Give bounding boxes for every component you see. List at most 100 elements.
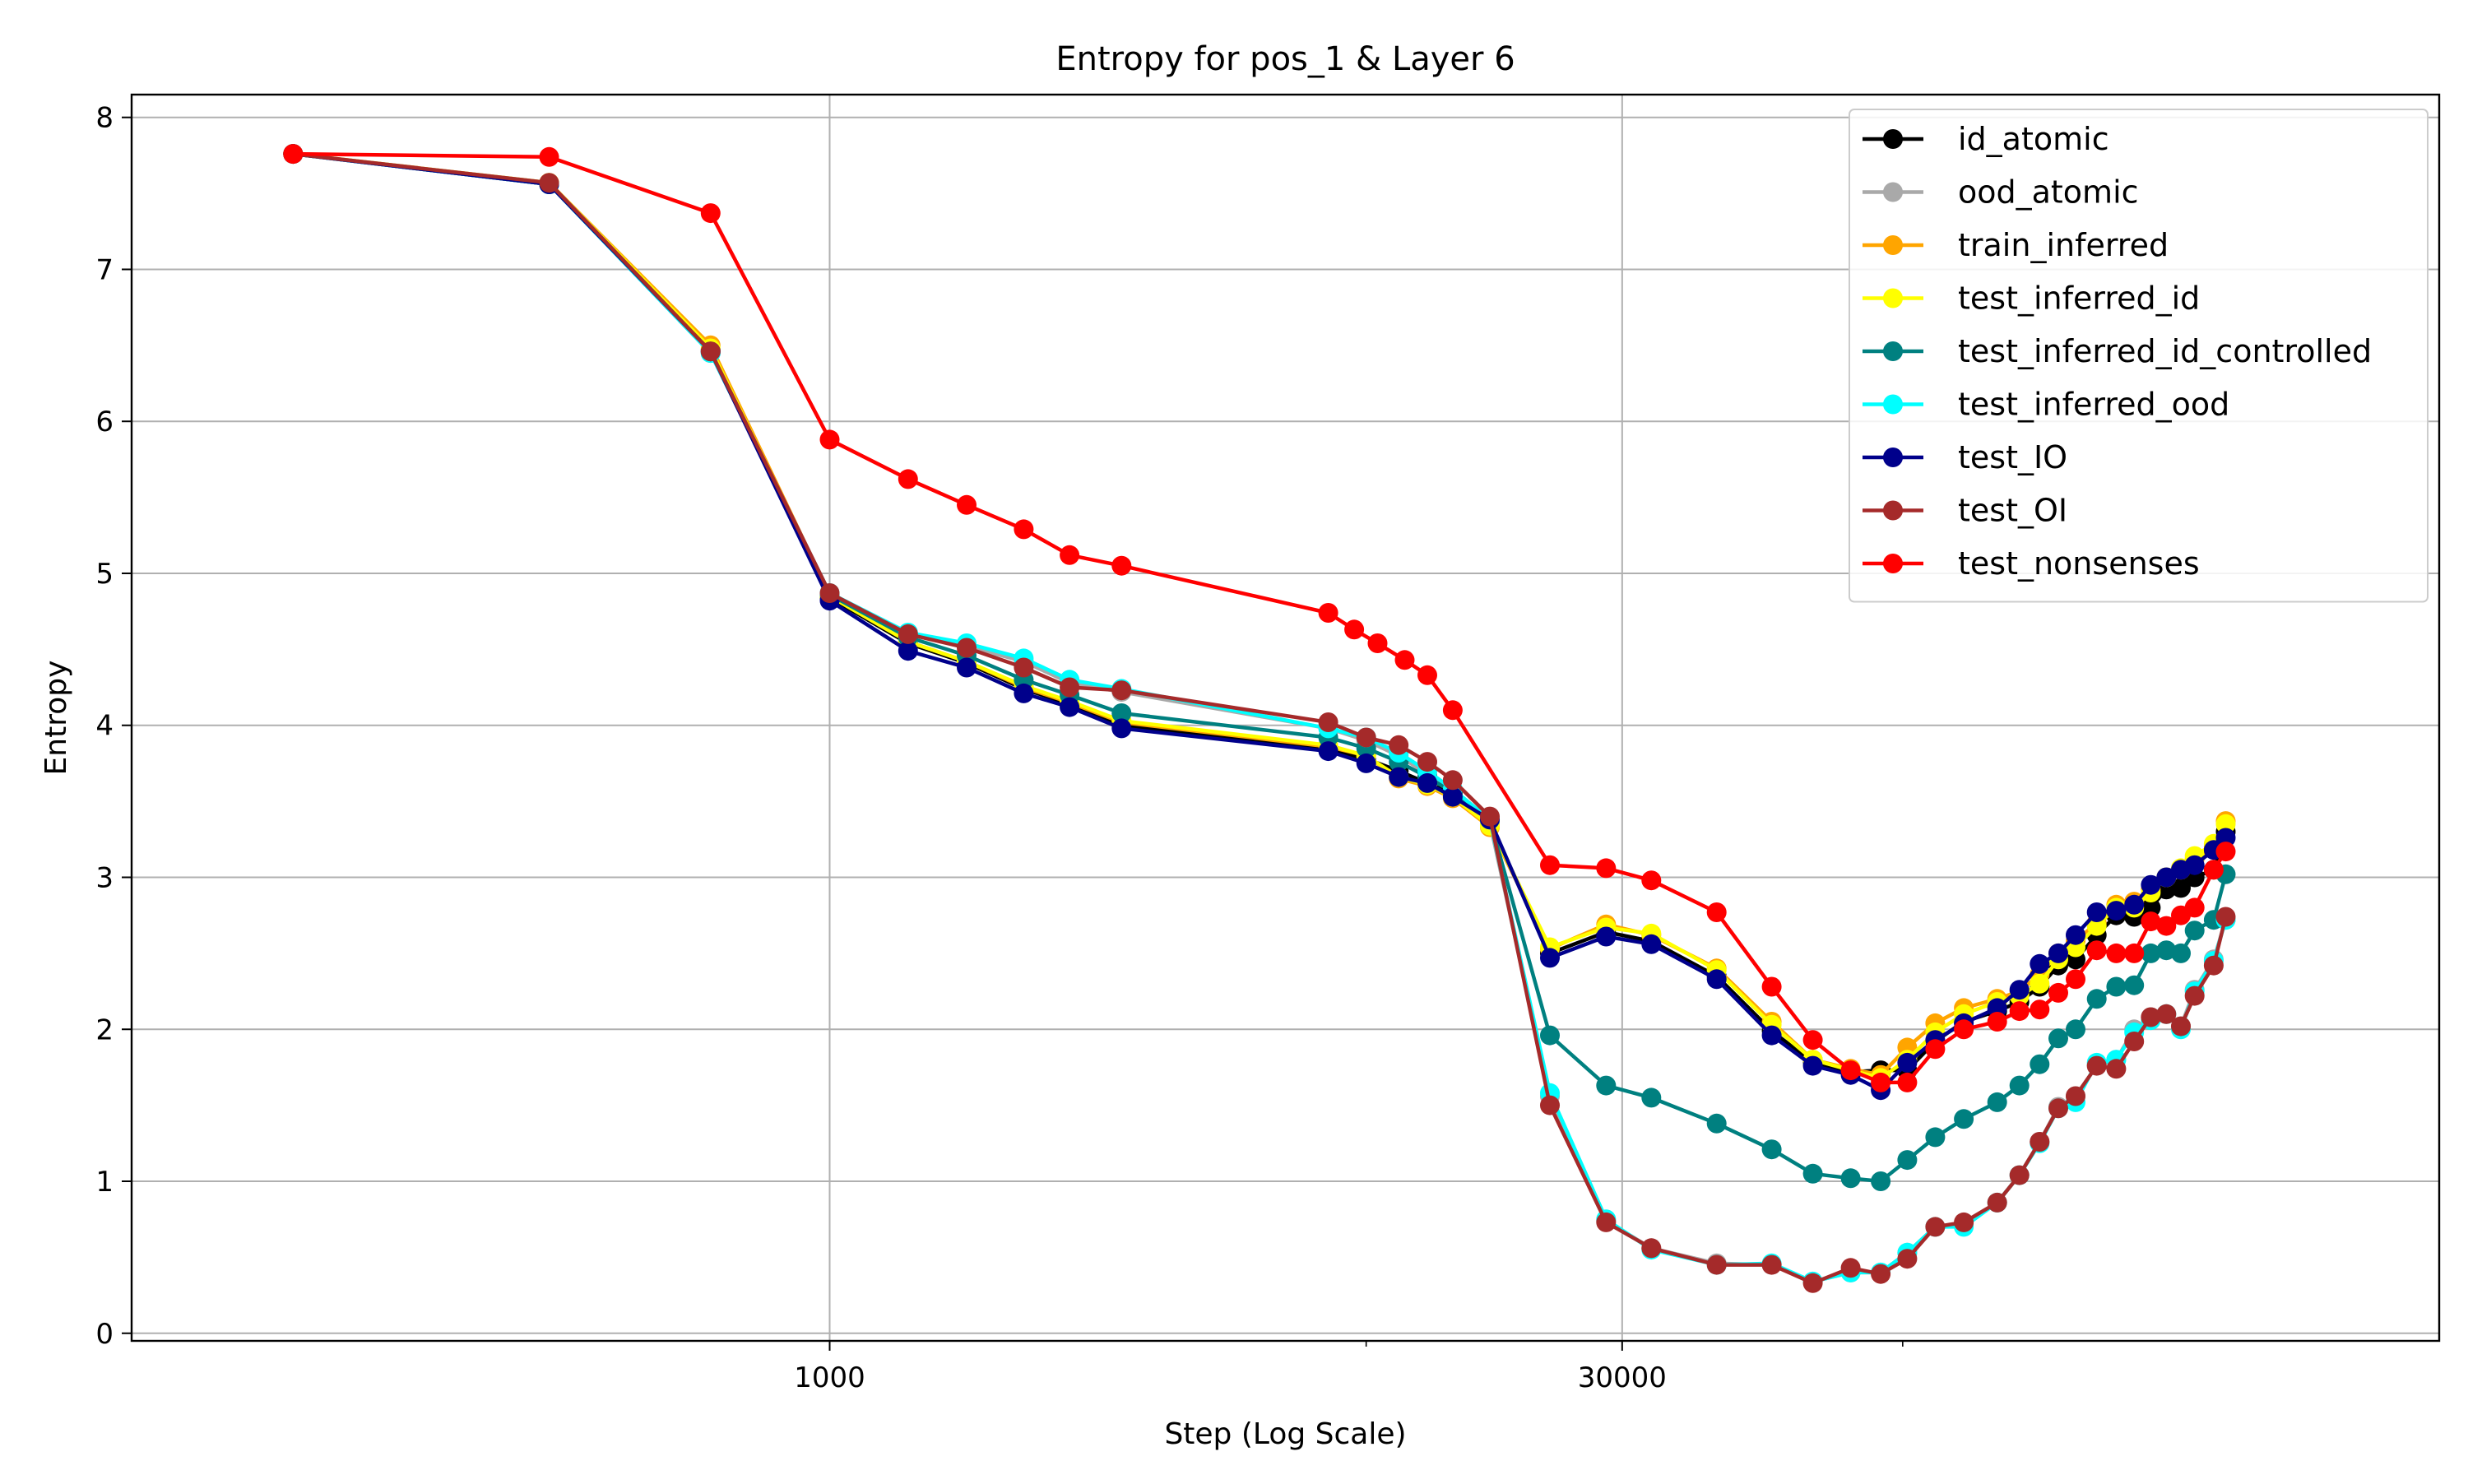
data-point bbox=[1802, 1055, 1823, 1076]
data-point bbox=[700, 203, 721, 224]
series-test_IO bbox=[283, 144, 2236, 1101]
data-point bbox=[1356, 753, 1376, 773]
tick-layer: 0 1 2 3 4 5 6 7 8 1000 30000 bbox=[95, 102, 1904, 1394]
data-point bbox=[1840, 1168, 1861, 1189]
data-point bbox=[1641, 1087, 1662, 1108]
data-point bbox=[1540, 948, 1560, 968]
data-point bbox=[1897, 1249, 1918, 1269]
data-point bbox=[1802, 1030, 1823, 1050]
data-point bbox=[1442, 700, 1463, 721]
legend-item: test_inferred_id bbox=[1863, 281, 2200, 317]
legend-item: id_atomic bbox=[1863, 121, 2109, 157]
x-axis-label: Step (Log Scale) bbox=[1164, 1417, 1406, 1451]
legend-item: test_inferred_ood bbox=[1863, 387, 2229, 423]
data-point bbox=[2215, 842, 2236, 862]
data-point bbox=[1014, 683, 1034, 703]
legend-item: test_IO bbox=[1863, 439, 2067, 475]
legend-swatch-marker bbox=[1883, 500, 1903, 521]
data-point bbox=[1871, 1264, 1891, 1284]
data-point bbox=[1014, 657, 1034, 678]
data-point bbox=[957, 657, 977, 678]
legend-item: ood_atomic bbox=[1863, 174, 2139, 211]
data-point bbox=[1540, 1095, 1560, 1115]
y-axis-label: Entropy bbox=[39, 661, 73, 776]
data-point bbox=[1318, 712, 1338, 732]
data-point bbox=[1442, 770, 1463, 791]
data-point bbox=[1706, 1113, 1727, 1134]
data-point bbox=[898, 469, 918, 489]
legend-item: test_nonsenses bbox=[1863, 545, 2200, 582]
data-point bbox=[2124, 1032, 2145, 1051]
data-point bbox=[2156, 1004, 2177, 1024]
data-point bbox=[1761, 1025, 1782, 1046]
legend-label: test_inferred_ood bbox=[1958, 387, 2229, 423]
legend: id_atomic ood_atomic train_inferred test_in… bbox=[1849, 109, 2429, 603]
data-point bbox=[2184, 855, 2205, 875]
data-point bbox=[2106, 901, 2127, 921]
data-point bbox=[2156, 916, 2177, 936]
data-point bbox=[2086, 1055, 2107, 1076]
data-point bbox=[1540, 1025, 1560, 1046]
data-point bbox=[1389, 767, 1409, 787]
data-point bbox=[1925, 1039, 1946, 1060]
data-point bbox=[1442, 786, 1463, 807]
legend-item: test_OI bbox=[1863, 493, 2067, 529]
data-point bbox=[1596, 858, 1617, 879]
data-point bbox=[1344, 619, 1365, 640]
data-point bbox=[1417, 752, 1437, 772]
data-point bbox=[2215, 907, 2236, 927]
data-point bbox=[2184, 897, 2205, 918]
data-point bbox=[1367, 633, 1388, 653]
data-point bbox=[2086, 940, 2107, 961]
data-point bbox=[1897, 1072, 1918, 1092]
grid-layer bbox=[132, 95, 2439, 1341]
data-point bbox=[2066, 1019, 2085, 1040]
data-point bbox=[898, 641, 918, 661]
data-point bbox=[1954, 1212, 1974, 1232]
data-point bbox=[1706, 1254, 1727, 1275]
data-point bbox=[1480, 806, 1500, 827]
data-point bbox=[2066, 925, 2085, 945]
data-point bbox=[1596, 926, 1617, 947]
data-point bbox=[2171, 1016, 2191, 1036]
data-point bbox=[1761, 1254, 1782, 1275]
series-layer bbox=[283, 144, 2236, 1293]
data-point bbox=[2203, 860, 2224, 880]
y-tick-label: 1 bbox=[95, 1166, 114, 1199]
data-point bbox=[819, 429, 840, 450]
data-point bbox=[2141, 1007, 2161, 1027]
data-point bbox=[1871, 1171, 1891, 1191]
data-point bbox=[1925, 1127, 1946, 1148]
data-point bbox=[539, 146, 559, 167]
data-point bbox=[1540, 855, 1560, 875]
data-point bbox=[1954, 1109, 1974, 1129]
y-tick-label: 8 bbox=[95, 102, 114, 135]
y-tick-label: 3 bbox=[95, 861, 114, 894]
data-point bbox=[2106, 943, 2127, 963]
data-point bbox=[2030, 1054, 2050, 1074]
data-point bbox=[2156, 867, 2177, 888]
y-tick-label: 6 bbox=[95, 406, 114, 438]
data-point bbox=[2009, 1165, 2030, 1185]
data-point bbox=[957, 494, 977, 515]
data-point bbox=[1706, 969, 1727, 990]
data-point bbox=[1641, 934, 1662, 954]
data-point bbox=[700, 341, 721, 362]
data-point bbox=[2009, 1001, 2030, 1022]
data-point bbox=[2048, 943, 2068, 963]
legend-swatch-marker bbox=[1883, 182, 1903, 202]
data-point bbox=[1802, 1163, 1823, 1184]
data-point bbox=[2030, 973, 2050, 994]
data-point bbox=[1954, 1019, 1974, 1040]
data-point bbox=[2215, 828, 2236, 848]
data-point bbox=[1389, 735, 1409, 755]
data-point bbox=[1060, 677, 1080, 698]
x-tick-label: 30000 bbox=[1578, 1361, 1667, 1394]
y-tick-label: 4 bbox=[95, 710, 114, 743]
legend-swatch-marker bbox=[1883, 341, 1903, 361]
data-point bbox=[1925, 1217, 1946, 1237]
data-point bbox=[1318, 741, 1338, 762]
data-point bbox=[1987, 1012, 2007, 1032]
data-point bbox=[1840, 1258, 1861, 1278]
